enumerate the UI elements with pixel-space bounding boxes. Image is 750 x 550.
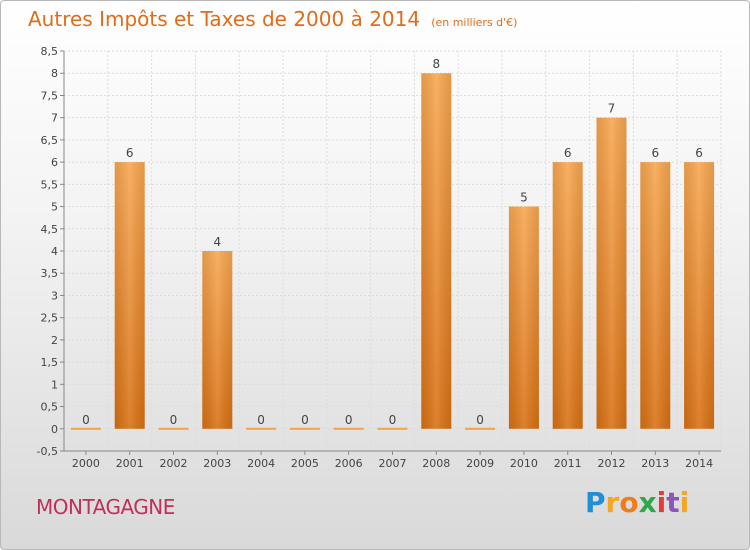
x-tick-label-2008: 2008: [422, 457, 450, 470]
x-tick-label-2000: 2000: [72, 457, 100, 470]
bar-2007: [377, 427, 408, 430]
logo-letter: i: [656, 486, 667, 519]
bar-shade-2011: [552, 162, 583, 429]
bar-2000: [70, 427, 101, 430]
bar-2002: [158, 427, 189, 430]
y-tick-label: -0,5: [37, 445, 58, 458]
data-label-2001: 6: [126, 146, 134, 160]
x-tick-label-2006: 2006: [335, 457, 363, 470]
y-tick-label: 2: [51, 334, 58, 347]
bar-2006: [333, 427, 364, 430]
x-tick-label-2014: 2014: [685, 457, 713, 470]
bar-2004: [246, 427, 277, 430]
data-label-2008: 8: [432, 57, 440, 71]
bar-2009: [465, 427, 496, 430]
y-tick-label: 8,5: [41, 45, 59, 58]
bar-shade-2001: [114, 162, 145, 429]
x-tick-label-2011: 2011: [554, 457, 582, 470]
x-tick-label-2005: 2005: [291, 457, 319, 470]
data-label-2009: 0: [476, 413, 484, 427]
data-label-2006: 0: [345, 413, 353, 427]
bar-shade-2008: [421, 73, 452, 429]
y-tick-label: 4: [51, 245, 58, 258]
data-label-2011: 6: [564, 146, 572, 160]
data-label-2012: 7: [608, 102, 616, 116]
y-tick-label: 4,5: [41, 223, 59, 236]
y-tick-label: 0,5: [41, 401, 59, 414]
commune-name: MONTAGAGNE: [36, 495, 175, 519]
logo-letter: r: [605, 486, 620, 519]
data-label-2003: 4: [213, 235, 221, 249]
chart-subtitle: (en milliers d'€): [431, 16, 518, 29]
bar-shade-2013: [640, 162, 671, 429]
y-tick-label: 7: [51, 112, 58, 125]
y-tick-label: 6: [51, 156, 58, 169]
axis-layer: -0,5 0 0,5 1 1,5 2 2,5 3 3,5 4 4,5 5 5,5 6 6,5 7 7,5 8 8,5…: [37, 45, 721, 470]
bar-2005: [289, 427, 320, 430]
y-tick-label: 3: [51, 289, 58, 302]
bar-shade-2014: [684, 162, 715, 429]
data-label-2013: 6: [651, 146, 659, 160]
y-tick-label: 8: [51, 67, 58, 80]
data-label-2010: 5: [520, 191, 528, 205]
y-tick-label: 1: [51, 378, 58, 391]
logo-letter: x: [638, 486, 657, 519]
logo-letter: t: [666, 486, 680, 519]
y-tick-label: 5,5: [41, 178, 59, 191]
x-tick-label-2009: 2009: [466, 457, 494, 470]
y-tick-label: 7,5: [41, 89, 59, 102]
bar-shade-2010: [508, 206, 539, 429]
x-tick-label-2004: 2004: [247, 457, 275, 470]
logo-letter: i: [679, 486, 690, 519]
bar-shade-2003: [202, 251, 233, 429]
x-tick-label-2003: 2003: [203, 457, 231, 470]
label-layer: 0 6 0 4 0 0 0 0 8 0 5 6 7 6 6: [82, 57, 703, 427]
bar-shade-2012: [596, 117, 627, 429]
x-tick-label-2001: 2001: [116, 457, 144, 470]
data-label-2014: 6: [695, 146, 703, 160]
data-label-2002: 0: [170, 413, 178, 427]
x-tick-label-2002: 2002: [160, 457, 188, 470]
data-label-2004: 0: [257, 413, 265, 427]
x-tick-label-2013: 2013: [641, 457, 669, 470]
data-label-2000: 0: [82, 413, 90, 427]
x-tick-label-2010: 2010: [510, 457, 538, 470]
y-tick-label: 1,5: [41, 356, 59, 369]
y-tick-label: 5: [51, 201, 58, 214]
data-label-2007: 0: [389, 413, 397, 427]
data-label-2005: 0: [301, 413, 309, 427]
x-tick-label-2012: 2012: [598, 457, 626, 470]
y-tick-label: 3,5: [41, 267, 59, 280]
logo-letter: o: [619, 486, 639, 519]
y-tick-label: 6,5: [41, 134, 59, 147]
y-tick-label: 0: [51, 423, 58, 436]
proxiti-logo: Proxiti: [585, 486, 689, 519]
bar-layer: [70, 73, 715, 430]
logo-letter: P: [585, 486, 606, 519]
chart-title-wrap: Autres Impôts et Taxes de 2000 à 2014 (e…: [28, 7, 517, 31]
y-tick-label: 2,5: [41, 312, 59, 325]
x-tick-label-2007: 2007: [379, 457, 407, 470]
chart-title: Autres Impôts et Taxes de 2000 à 2014: [28, 7, 421, 31]
